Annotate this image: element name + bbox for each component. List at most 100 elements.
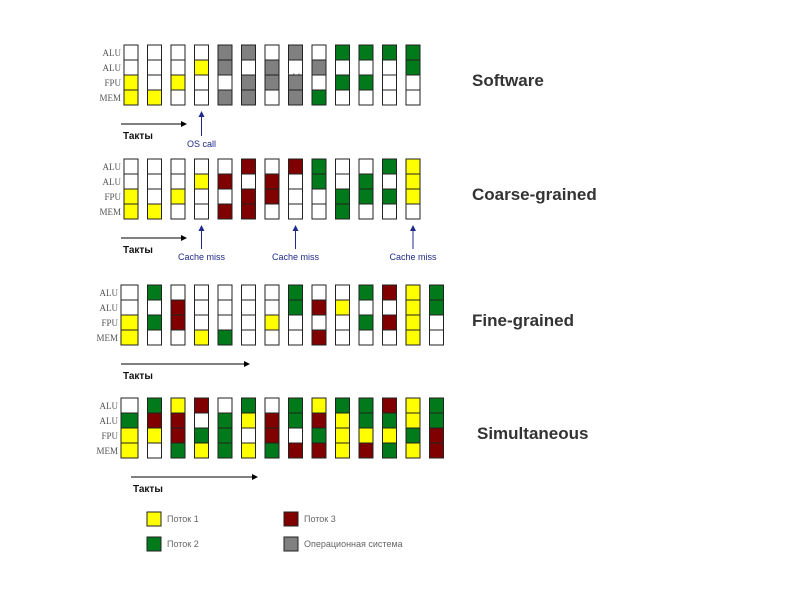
slot-cell	[170, 427, 186, 444]
slot-cell	[170, 329, 186, 346]
cycle-column	[358, 44, 374, 106]
slot-cell	[170, 59, 186, 76]
slot-cell	[288, 314, 303, 331]
slot-cell	[241, 442, 256, 459]
slot-cell	[241, 188, 256, 205]
slot-cell	[147, 397, 162, 414]
slot-cell	[335, 59, 350, 76]
slot-cell	[194, 427, 209, 444]
panel-title: Software	[472, 71, 544, 90]
annotation-arrow-head	[292, 225, 299, 231]
slot-cell	[358, 173, 374, 190]
time-arrow-head	[181, 121, 187, 127]
slot-cell	[217, 59, 233, 76]
slot-cell	[170, 173, 186, 190]
legend-item: Поток 1	[146, 511, 199, 527]
slot-cell	[241, 397, 256, 414]
slot-cell	[382, 89, 397, 106]
legend-swatch	[146, 511, 162, 527]
slot-cell	[429, 427, 444, 444]
slot-cell	[311, 299, 327, 316]
ellipsis: · · ·	[287, 69, 301, 79]
slot-cell	[123, 59, 139, 76]
slot-cell	[311, 284, 327, 301]
slot-cell	[170, 89, 186, 106]
slot-cell	[288, 89, 303, 106]
cycle-column	[194, 284, 209, 346]
cycle-column	[405, 158, 421, 220]
slot-cell	[335, 299, 350, 316]
slot-cell	[170, 412, 186, 429]
slot-cell	[335, 74, 350, 91]
slot-cell	[429, 314, 444, 331]
slot-cell	[120, 299, 139, 316]
slot-cell	[358, 203, 374, 220]
cycle-column	[264, 397, 280, 459]
slot-cell	[194, 188, 209, 205]
panel-coarse: ALU ALU FPU MEM Coarse-grained Такты Cache mis…	[99, 158, 597, 262]
slot-cell	[382, 203, 397, 220]
slot-cell	[288, 188, 303, 205]
slot-cell	[217, 314, 233, 331]
cycle-column	[335, 284, 350, 346]
cycle-column	[288, 397, 303, 459]
slot-cell	[147, 442, 162, 459]
slot-cell	[405, 44, 421, 61]
cycle-column	[288, 44, 303, 106]
slot-cell	[382, 442, 397, 459]
cycle-column	[194, 397, 209, 459]
slot-cell	[335, 314, 350, 331]
cycle-column	[405, 44, 421, 106]
legend-swatch	[283, 511, 299, 527]
slot-cell	[194, 173, 209, 190]
slot-cell	[358, 74, 374, 91]
slot-cell	[217, 442, 233, 459]
row-label: ALU	[103, 162, 122, 172]
slot-cell	[194, 314, 209, 331]
cycle-column	[194, 158, 209, 220]
legend-item: Операционная система	[283, 536, 403, 552]
row-label: ALU	[100, 401, 119, 411]
cycle-column	[217, 397, 233, 459]
slot-cell	[335, 158, 350, 175]
slot-cell	[288, 173, 303, 190]
slot-cell	[217, 188, 233, 205]
slot-cell	[405, 284, 421, 301]
slot-cell	[147, 59, 162, 76]
slot-cell	[335, 173, 350, 190]
cycle-column	[405, 397, 421, 459]
row-label: ALU	[100, 288, 119, 298]
slot-cell	[405, 89, 421, 106]
time-arrow-head	[244, 361, 250, 367]
cycle-column	[170, 397, 186, 459]
slot-cell	[288, 44, 303, 61]
slot-cell	[120, 314, 139, 331]
slot-cell	[120, 397, 139, 414]
slot-cell	[382, 188, 397, 205]
slot-cell	[429, 412, 444, 429]
slot-cell	[335, 427, 350, 444]
annotation-arrow-head	[198, 111, 205, 117]
row-label: ALU	[103, 48, 122, 58]
legend-label: Операционная система	[304, 539, 403, 549]
slot-cell	[358, 59, 374, 76]
slot-cell	[194, 329, 209, 346]
slot-cell	[217, 284, 233, 301]
slot-cell	[194, 158, 209, 175]
slot-cell	[264, 284, 280, 301]
row-label: MEM	[96, 446, 118, 456]
slot-cell	[147, 173, 162, 190]
slot-cell	[335, 442, 350, 459]
panel-title: Fine-grained	[472, 311, 574, 330]
slot-cell	[241, 173, 256, 190]
slot-cell	[264, 188, 280, 205]
panel-simultaneous: ALU ALU FPU MEM Simultaneous Такты	[96, 397, 588, 495]
slot-cell	[335, 412, 350, 429]
slot-cell	[241, 74, 256, 91]
slot-cell	[358, 284, 374, 301]
slot-cell	[217, 299, 233, 316]
slot-cell	[288, 412, 303, 429]
slot-cell	[405, 158, 421, 175]
